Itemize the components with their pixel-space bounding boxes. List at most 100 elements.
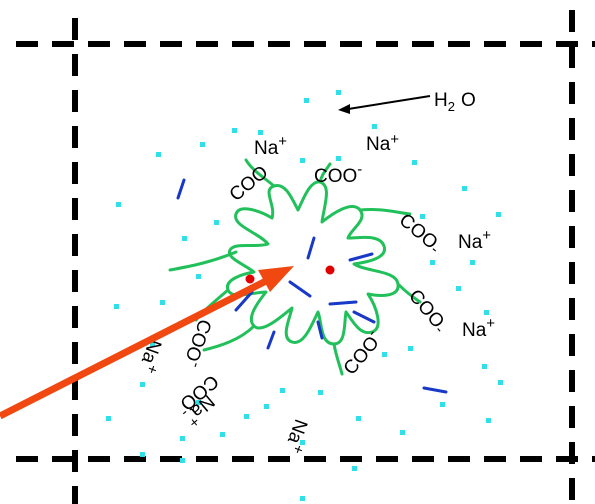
- water-molecule-dot: [372, 124, 377, 129]
- sodium-text: Na: [254, 138, 279, 159]
- water-molecule-dot: [244, 414, 249, 419]
- water-molecule-dot: [484, 310, 489, 315]
- plus-sign: +: [390, 131, 399, 148]
- carboxylate-label: COO-: [403, 286, 451, 337]
- water-molecule-dot: [232, 128, 237, 133]
- surfactant-micelle: [225, 180, 400, 346]
- carbon-tail: [266, 330, 276, 350]
- minus-sign: -: [187, 360, 205, 371]
- water-molecule-dot: [352, 466, 357, 471]
- sodium-text: Na: [458, 232, 483, 253]
- tail-right-upper: [358, 208, 412, 216]
- water-molecule-dot: [382, 352, 387, 357]
- water-molecule-dot: [336, 90, 341, 95]
- water-molecule-dot: [304, 98, 309, 103]
- water-molecule-dot: [496, 212, 501, 217]
- carboxylate-text: COO: [314, 166, 357, 187]
- water-molecule-dot: [114, 304, 119, 309]
- water-formula: H2 O: [434, 90, 476, 114]
- tail-top-left: [244, 158, 276, 188]
- water-molecule-dot: [440, 402, 445, 407]
- arrow-icon: [0, 266, 294, 420]
- carbon-tail: [288, 280, 312, 298]
- water-molecule-dot: [180, 436, 185, 441]
- arrow-left-icon: [341, 95, 431, 111]
- sodium-ion-label: Na+: [254, 133, 287, 159]
- cell-boundary: [16, 10, 595, 504]
- water-molecule-dot: [300, 440, 305, 445]
- sodium-text: Na: [283, 416, 311, 446]
- water-molecule-dot: [430, 260, 435, 265]
- sodium-ion-label: Na+: [462, 315, 495, 341]
- plus-sign: +: [278, 133, 287, 150]
- water-molecule-dot: [196, 400, 201, 405]
- carbon-tails: [176, 178, 448, 394]
- solubilized-particle: [325, 265, 335, 275]
- sodium-text: Na: [462, 320, 487, 341]
- sodium-ion-label: Na+: [458, 227, 491, 253]
- water-molecule-dot: [356, 416, 361, 421]
- water-molecule-dot: [116, 202, 121, 207]
- water-molecule-dot: [180, 458, 185, 463]
- water-molecule-dot: [318, 390, 323, 395]
- carbon-tail: [306, 236, 316, 260]
- water-molecule-dot: [182, 236, 187, 241]
- water-molecule-dot: [300, 496, 305, 501]
- carbon-tail: [352, 310, 376, 324]
- arrow-left-icon-head: [338, 104, 350, 114]
- water-molecule-dot: [140, 382, 145, 387]
- water-molecule-dot: [220, 432, 225, 437]
- carboxylate-label: COO-: [394, 210, 445, 258]
- sodium-ion-label: Na+: [280, 416, 316, 456]
- carbon-tail: [422, 386, 448, 394]
- carbon-tail: [328, 300, 358, 306]
- water-molecule-dot: [258, 130, 263, 135]
- water-molecule-dot: [456, 286, 461, 291]
- plus-sign: +: [482, 227, 491, 244]
- water-molecule-dot: [200, 142, 205, 147]
- carboxylate-text: COO: [226, 162, 273, 206]
- water-molecule-dot: [150, 342, 155, 347]
- carbon-tail: [176, 178, 186, 200]
- water-molecule-dot: [106, 416, 111, 421]
- plus-sign: +: [142, 362, 161, 376]
- water-molecule-dot: [196, 274, 201, 279]
- water-molecule-dot: [412, 160, 417, 165]
- water-symbol: H: [434, 90, 448, 111]
- carboxylate-label: COO: [226, 162, 273, 206]
- water-molecule-dot: [214, 220, 219, 225]
- water-molecule-dot: [156, 152, 161, 157]
- carboxylate-label: COO-: [314, 161, 362, 187]
- pointer-arrow-shaft: [0, 276, 270, 420]
- minus-sign: -: [357, 161, 362, 178]
- water-molecule-dot: [336, 156, 341, 161]
- water-molecule-dot: [498, 380, 503, 385]
- water-molecules: [106, 90, 503, 501]
- water-molecule-dot: [280, 388, 285, 393]
- plus-sign: +: [486, 315, 495, 332]
- sodium-ion-label: Na+: [366, 131, 399, 155]
- water-molecule-dot: [408, 346, 413, 351]
- water-molecule-dot: [420, 214, 425, 219]
- carbon-tail: [316, 320, 324, 340]
- water-molecule-dot: [160, 300, 165, 305]
- water-molecule-dot: [140, 452, 145, 457]
- water-label: H2 O: [338, 90, 476, 114]
- water-molecule-dot: [462, 186, 467, 191]
- tail-top: [318, 162, 332, 184]
- water-molecule-dot: [264, 404, 269, 409]
- carbon-tail: [348, 252, 374, 262]
- carbon-tail: [234, 290, 254, 312]
- water-molecule-dot: [486, 418, 491, 423]
- tail-bottom-right: [332, 342, 344, 376]
- water-molecule-dot: [470, 260, 475, 265]
- water-molecule-dot: [400, 430, 405, 435]
- water-molecule-dot: [482, 364, 487, 369]
- tail-left: [168, 250, 238, 272]
- sodium-text: Na: [366, 134, 391, 155]
- water-molecule-dot: [300, 158, 305, 163]
- solubilized-particle: [245, 274, 255, 284]
- tail-right-lower: [396, 282, 422, 304]
- water-subscript: 2: [448, 99, 455, 114]
